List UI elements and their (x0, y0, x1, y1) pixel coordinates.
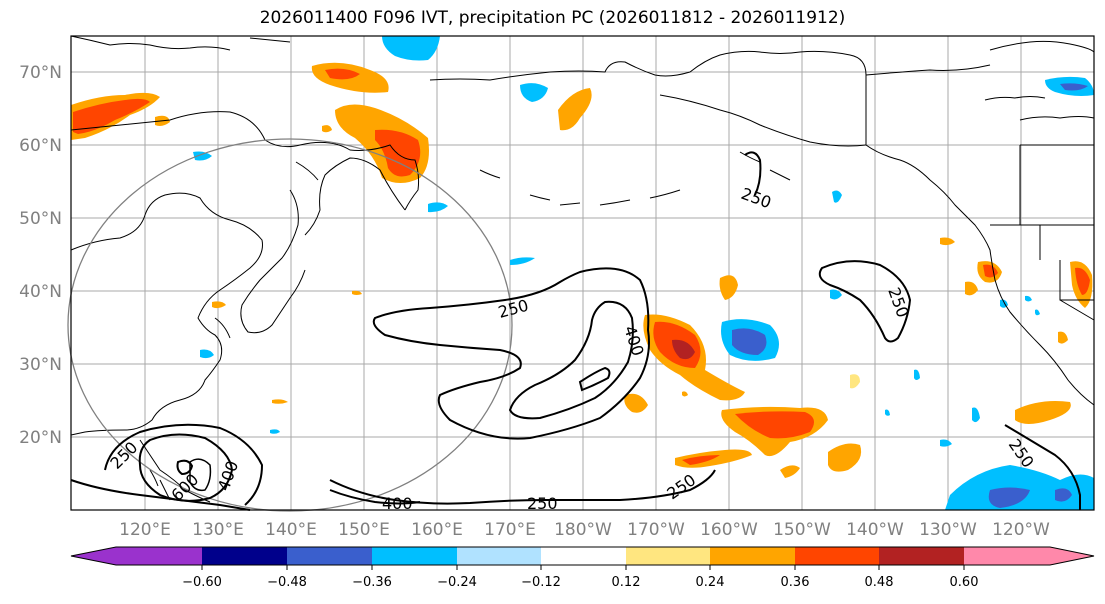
lat-label: 60°N (19, 136, 62, 156)
colorbar-tick-label: 0.60 (950, 575, 979, 590)
coastlines (70, 35, 1095, 503)
contour-label: 250 (527, 494, 558, 513)
lon-label: 130°E (192, 520, 244, 540)
lat-label: 20°N (19, 428, 62, 448)
longitude-labels: 120°E 130°E 140°E 150°E 160°E 170°E 180°… (119, 520, 1050, 540)
reference-circle (67, 138, 513, 512)
lat-label: 30°N (19, 355, 62, 375)
colorbar-bin (541, 547, 626, 565)
map-title: 2026011400 F096 IVT, precipitation PC (2… (259, 8, 846, 28)
colorbar-bin (879, 547, 964, 565)
colorbar-bin (626, 547, 710, 565)
lon-label: 120°W (992, 520, 1050, 540)
colorbar-bin (710, 547, 795, 565)
lat-label: 50°N (19, 209, 62, 229)
lon-label: 170°E (484, 520, 536, 540)
colorbar-tick-label: 0.12 (612, 575, 641, 590)
lat-label: 40°N (19, 282, 62, 302)
lon-label: 160°W (700, 520, 758, 540)
colorbar-tick-label: −0.36 (352, 575, 392, 590)
colorbar: −0.60 −0.48 −0.36 −0.24 −0.12 0.12 0.24 … (70, 546, 1095, 590)
lon-label: 160°E (411, 520, 463, 540)
colorbar-tick-label: 0.36 (781, 575, 810, 590)
lon-label: 130°W (919, 520, 977, 540)
colorbar-bin (457, 547, 541, 565)
colorbar-bin (116, 547, 202, 565)
lon-label: 150°W (773, 520, 831, 540)
colorbar-bin (964, 547, 1050, 565)
lon-label: 140°E (265, 520, 317, 540)
colorbar-bin (372, 547, 457, 565)
colorbar-tick-label: 0.48 (865, 575, 894, 590)
lon-label: 150°E (338, 520, 390, 540)
lon-label: 180°W (554, 520, 612, 540)
lon-label: 140°W (846, 520, 904, 540)
colorbar-outline (70, 546, 1095, 566)
colorbar-extend-low (71, 547, 116, 565)
lon-label: 120°E (119, 520, 171, 540)
colorbar-extend-high (1050, 547, 1094, 565)
contour-label: 400 (382, 494, 413, 513)
map-frame (70, 35, 1095, 511)
colorbar-tick-label: −0.60 (182, 575, 222, 590)
colorbar-bin (287, 547, 372, 565)
lon-label: 170°W (627, 520, 685, 540)
colorbar-bin (795, 547, 879, 565)
colorbar-tick-label: −0.48 (267, 575, 307, 590)
lat-label: 70°N (19, 63, 62, 83)
precip-positive-shading (71, 62, 1093, 478)
colorbar-bin (202, 547, 287, 565)
precip-negative-shading (193, 36, 1094, 510)
colorbar-tick-label: −0.24 (437, 575, 477, 590)
latitude-labels: 70°N 60°N 50°N 40°N 30°N 20°N (19, 63, 62, 448)
colorbar-tick-label: −0.12 (521, 575, 561, 590)
ivt-contours (70, 151, 1081, 511)
colorbar-tick-label: 0.24 (696, 575, 725, 590)
